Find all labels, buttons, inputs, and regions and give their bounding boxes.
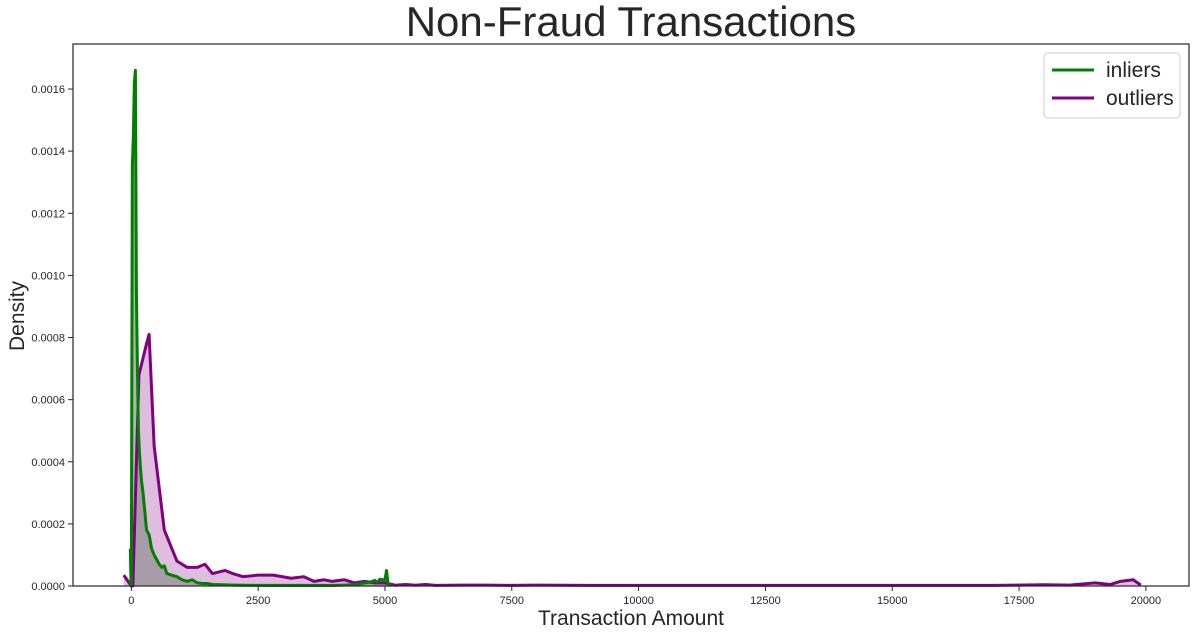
x-axis-label: Transaction Amount bbox=[538, 607, 724, 630]
x-tick-label: 15000 bbox=[877, 595, 908, 607]
legend-label-outliers: outliers bbox=[1106, 87, 1174, 110]
y-tick-label: 0.0008 bbox=[31, 333, 65, 345]
x-tick-label: 10000 bbox=[623, 595, 654, 607]
series-fills bbox=[123, 70, 1141, 586]
y-tick-label: 0.0002 bbox=[31, 519, 65, 531]
density-line-outliers bbox=[122, 332, 1142, 588]
x-tick-label: 2500 bbox=[246, 595, 270, 607]
y-tick-label: 0.0010 bbox=[31, 270, 65, 282]
x-tick-label: 17500 bbox=[1004, 595, 1035, 607]
chart-title: Non-Fraud Transactions bbox=[406, 0, 857, 45]
x-tick-label: 20000 bbox=[1131, 595, 1162, 607]
density-line-inliers bbox=[128, 68, 392, 588]
x-axis-ticks: 0 2500 5000 7500 10000 12500 15000 17500 20000 bbox=[128, 586, 1161, 607]
y-tick-label: 0.0012 bbox=[31, 208, 65, 220]
y-tick-label: 0.0016 bbox=[31, 84, 65, 96]
x-tick-label: 12500 bbox=[750, 595, 781, 607]
x-tick-label: 0 bbox=[128, 595, 134, 607]
y-tick-label: 0.0004 bbox=[31, 457, 65, 469]
legend-label-inliers: inliers bbox=[1106, 59, 1161, 82]
area-fill-inliers bbox=[130, 70, 391, 586]
x-tick-label: 5000 bbox=[373, 595, 397, 607]
series-lines bbox=[122, 68, 1142, 588]
legend: inliers outliers bbox=[1043, 52, 1181, 119]
y-tick-label: 0.0000 bbox=[31, 581, 65, 593]
y-tick-label: 0.0006 bbox=[31, 395, 65, 407]
y-axis-ticks: 0.0000 0.0002 0.0004 0.0006 0.0008 0.0010 0.00… bbox=[31, 84, 73, 593]
x-tick-label: 7500 bbox=[500, 595, 524, 607]
y-axis-label: Density bbox=[6, 280, 29, 351]
area-fill-outliers bbox=[123, 334, 1141, 586]
plot-frame bbox=[72, 43, 1190, 587]
y-tick-label: 0.0014 bbox=[31, 146, 65, 158]
